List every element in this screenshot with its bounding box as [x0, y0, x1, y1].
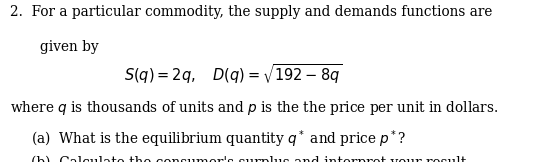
Text: where $q$ is thousands of units and $p$ is the the price per unit in dollars.: where $q$ is thousands of units and $p$ …: [10, 99, 498, 117]
Text: 2.  For a particular commodity, the supply and demands functions are: 2. For a particular commodity, the suppl…: [10, 5, 493, 19]
Text: (a)  What is the equilibrium quantity $q^*$ and price $p^*$?: (a) What is the equilibrium quantity $q^…: [31, 128, 406, 150]
Text: (b)  Calculate the consumer's surplus and interpret your result.: (b) Calculate the consumer's surplus and…: [31, 156, 470, 162]
Text: $S(q) = 2q, \quad D(q) = \sqrt{192 - 8q}$: $S(q) = 2q, \quad D(q) = \sqrt{192 - 8q}…: [125, 62, 342, 86]
Text: given by: given by: [40, 40, 98, 54]
